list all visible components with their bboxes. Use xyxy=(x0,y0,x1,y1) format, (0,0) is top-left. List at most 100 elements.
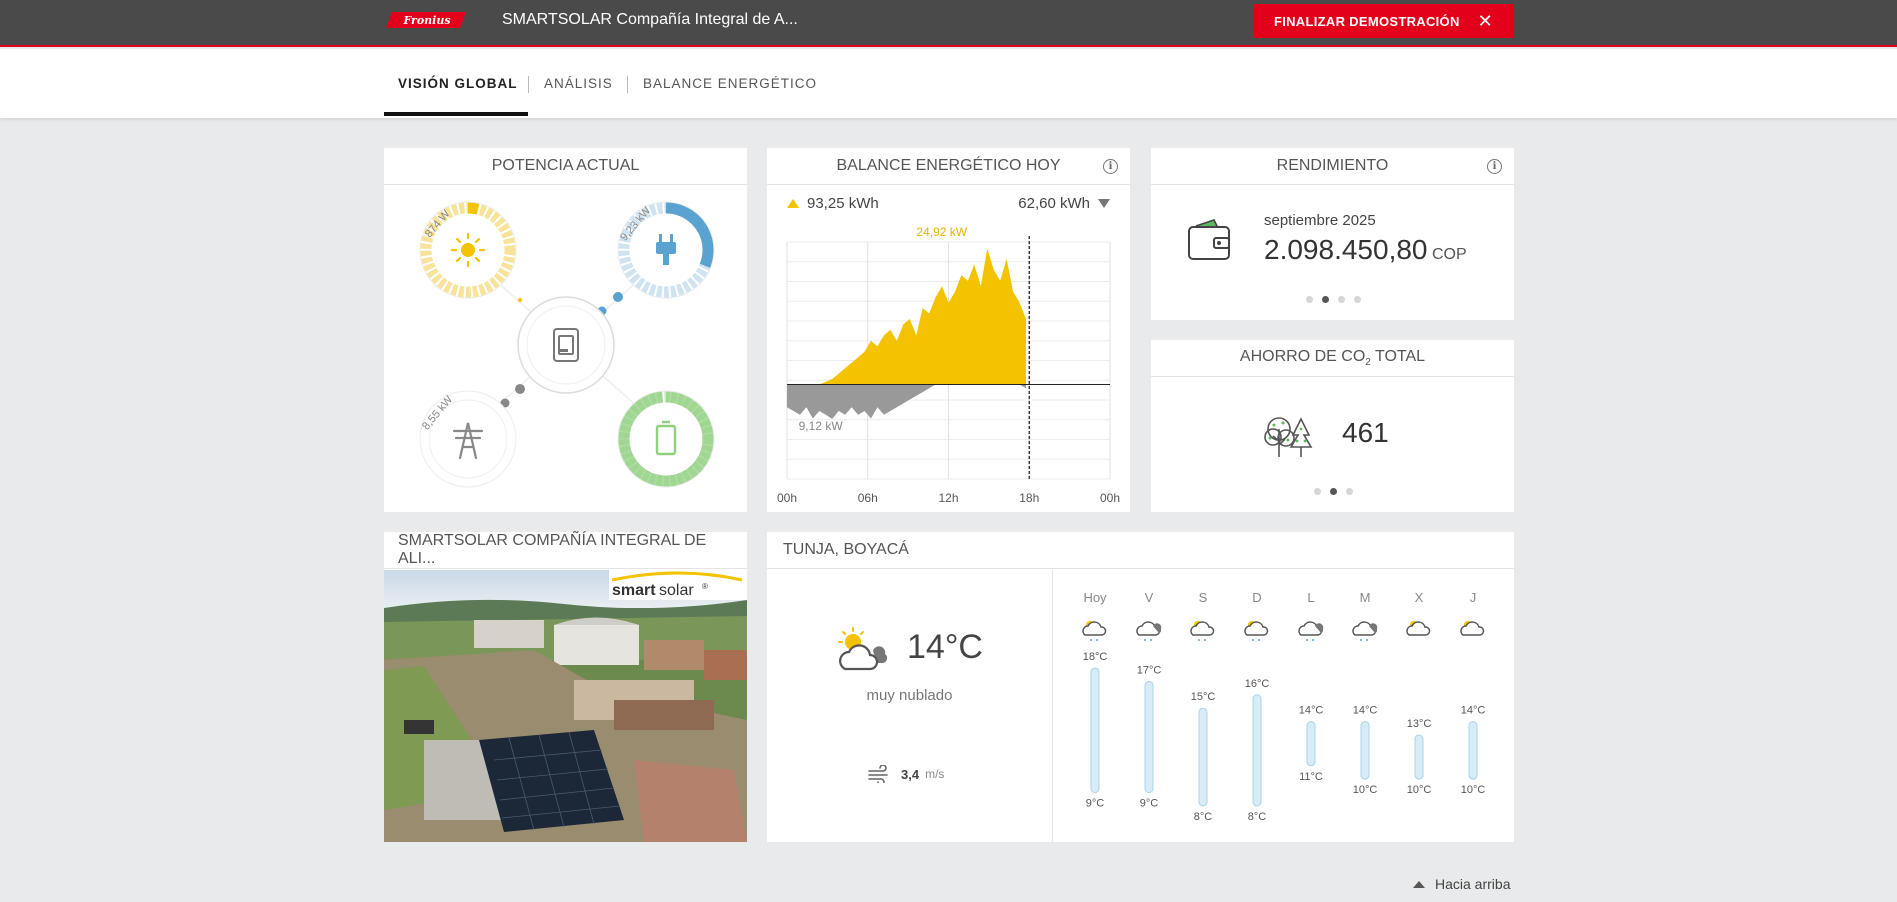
load-flow-dot xyxy=(613,292,623,302)
forecast-day: L 14°C 11°C xyxy=(1298,590,1324,783)
forecast-high: 14°C xyxy=(1299,705,1324,717)
co2-savings-card[interactable]: AHORRO DE CO2 TOTAL 461 xyxy=(1151,340,1514,512)
fronius-logo[interactable]: Fronius xyxy=(384,11,468,29)
consumed-value: 62,60 kWh xyxy=(1018,195,1090,212)
forecast-day: S 15°C 8°C xyxy=(1190,590,1215,823)
co2-title: AHORRO DE CO2 TOTAL xyxy=(1239,347,1426,369)
inverter-node xyxy=(517,296,615,394)
co2-value: 461 xyxy=(1342,417,1389,448)
top-bar: Fronius SMARTSOLAR Compañía Integral de … xyxy=(0,0,1897,47)
battery-gauge xyxy=(617,390,715,488)
sun-cloud-icon xyxy=(1460,621,1485,636)
cloud-rain-icon xyxy=(1298,621,1324,641)
forecast-day: Hoy 18°C 9°C xyxy=(1082,590,1107,810)
forecast-day: V 17°C 9°C xyxy=(1136,590,1161,810)
yield-amount: 2.098.450,80 xyxy=(1264,234,1428,265)
system-photo: smart solar ® xyxy=(384,570,747,842)
peak-label: 24,92 kW xyxy=(916,225,967,239)
system-title: SMARTSOLAR Compañía Integral de A... xyxy=(502,11,798,28)
brand-registered: ® xyxy=(702,582,708,591)
x-tick-label: 00h xyxy=(1100,491,1120,505)
forecast-low: 8°C xyxy=(1248,811,1267,823)
sun-cloud-rain-icon xyxy=(1244,621,1269,641)
tab-analisis[interactable]: ANÁLISIS xyxy=(544,76,613,91)
x-tick-label: 18h xyxy=(1019,491,1039,505)
tab-vision-global[interactable]: VISIÓN GLOBAL xyxy=(398,76,518,91)
weather-card[interactable]: TUNJA, BOYACÁ 14°C muy nublado 3,4 m/s H… xyxy=(767,532,1514,842)
carousel-dot-active[interactable] xyxy=(1322,296,1329,303)
temperature-range-bar xyxy=(1468,721,1478,780)
temperature-range-bar xyxy=(1252,694,1262,807)
grid-gauge: 8,55 kW xyxy=(419,390,517,488)
tab-divider xyxy=(528,76,529,93)
carousel-dot-active[interactable] xyxy=(1330,488,1337,495)
card-title: POTENCIA ACTUAL xyxy=(384,148,747,185)
forecast-low: 10°C xyxy=(1353,784,1378,796)
carousel-dot[interactable] xyxy=(1354,296,1361,303)
yield-period: septiembre 2025 xyxy=(1264,212,1376,229)
carousel-dot[interactable] xyxy=(1338,296,1345,303)
divider xyxy=(1052,570,1053,842)
x-tick-label: 00h xyxy=(777,491,797,505)
arrow-up-icon xyxy=(1413,880,1425,888)
system-photo-card[interactable]: SMARTSOLAR COMPAÑÍA INTEGRAL DE ALI... xyxy=(384,532,747,842)
weather-description: muy nublado xyxy=(866,687,953,704)
temperature-range-bar xyxy=(1414,734,1424,780)
carousel-dot[interactable] xyxy=(1306,296,1313,303)
sun-cloud-rain-icon xyxy=(1082,621,1107,641)
balance-title: BALANCE ENERGÉTICO HOY xyxy=(836,157,1061,174)
yield-amount-block: 2.098.450,80 COP xyxy=(1264,234,1467,266)
back-to-top-link[interactable]: Hacia arriba xyxy=(1413,876,1510,892)
production-area xyxy=(787,248,1027,385)
info-icon[interactable]: i xyxy=(1487,159,1502,174)
power-flow-diagram: 874 W 9,23 kW xyxy=(419,201,715,488)
sun-cloud-icon xyxy=(1406,621,1431,636)
close-icon: ✕ xyxy=(1477,11,1494,31)
sun-cloud-rain-icon xyxy=(1190,621,1215,641)
info-icon[interactable]: i xyxy=(1103,159,1118,174)
forecast-high: 14°C xyxy=(1353,705,1378,717)
forecast-low: 10°C xyxy=(1407,784,1432,796)
forecast-day: D 16°C 8°C xyxy=(1244,590,1269,823)
sun-icon xyxy=(461,243,475,257)
forecast-low: 11°C xyxy=(1299,771,1323,783)
end-demo-button[interactable]: FINALIZAR DEMOSTRACIÓN ✕ xyxy=(1253,4,1514,38)
forecast-day-label: J xyxy=(1470,590,1477,605)
tab-balance-energetico[interactable]: BALANCE ENERGÉTICO xyxy=(643,76,818,91)
wallet-icon xyxy=(1188,219,1230,260)
x-tick-label: 12h xyxy=(938,491,958,505)
carousel-dots xyxy=(1314,488,1353,495)
trees-icon xyxy=(1264,417,1313,457)
carousel-dot[interactable] xyxy=(1346,488,1353,495)
card-title: RENDIMIENTO i xyxy=(1151,148,1514,185)
forecast-day: M 14°C 10°C xyxy=(1352,590,1378,796)
plug-icon xyxy=(656,234,676,265)
card-title: AHORRO DE CO2 TOTAL xyxy=(1151,340,1514,377)
arrow-up-icon xyxy=(787,199,799,208)
wind-speed: 3,4 xyxy=(901,766,920,782)
tab-divider xyxy=(627,76,628,93)
forecast-high: 13°C xyxy=(1407,718,1432,730)
energy-balance-card[interactable]: BALANCE ENERGÉTICO HOY i 93,25 kWh 62,60… xyxy=(767,148,1130,512)
yield-card[interactable]: RENDIMIENTO i septiembre 2025 2.098.450,… xyxy=(1151,148,1514,320)
current-power-card[interactable]: POTENCIA ACTUAL 874 W xyxy=(384,148,747,512)
forecast-day-label: M xyxy=(1360,590,1371,605)
carousel-dot[interactable] xyxy=(1314,488,1321,495)
main-nav: VISIÓN GLOBAL ANÁLISIS BALANCE ENERGÉTIC… xyxy=(0,49,1897,118)
pv-flow-dot xyxy=(518,298,522,302)
forecast-day-label: S xyxy=(1199,590,1208,605)
balance-chart[interactable]: 24,92 kW 9,12 kW 00h 06h 12h 18h 00h xyxy=(767,212,1130,512)
logo-text: Fronius xyxy=(402,14,450,27)
card-title: TUNJA, BOYACÁ xyxy=(767,532,1514,569)
carousel-dots xyxy=(1306,296,1361,303)
produced-value: 93,25 kWh xyxy=(807,195,879,212)
wind-unit: m/s xyxy=(925,767,945,781)
temperature-range-bar xyxy=(1360,721,1370,780)
forecast-day-label: L xyxy=(1307,590,1314,605)
wind-icon xyxy=(868,765,888,783)
battery-icon xyxy=(655,420,677,456)
forecast-low: 10°C xyxy=(1461,784,1486,796)
yield-currency: COP xyxy=(1431,246,1467,263)
min-label: 9,12 kW xyxy=(799,419,844,433)
consumed-energy: 62,60 kWh xyxy=(1018,195,1110,212)
